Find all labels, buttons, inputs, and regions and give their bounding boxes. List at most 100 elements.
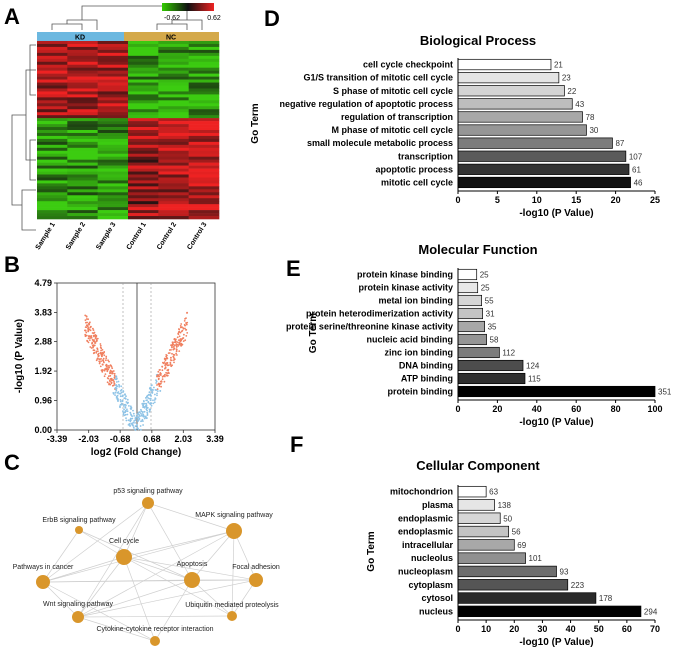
volcano-y-axis-label: -log10 (P Value) [14, 319, 25, 393]
y-axis-label: Go Term [366, 531, 377, 571]
heatmap-cell [188, 41, 220, 45]
heatmap-cell [188, 147, 220, 152]
volcano-point [87, 329, 90, 332]
volcano-point [106, 381, 109, 384]
heatmap-cell [158, 70, 189, 74]
volcano-point [186, 321, 189, 324]
bar-count-label: 31 [486, 310, 495, 319]
volcano-point [165, 374, 168, 377]
heatmap-cell [97, 76, 129, 80]
heatmap-cell [97, 159, 129, 163]
volcano-point [115, 384, 117, 387]
heatmap-cell [128, 130, 159, 134]
heatmap-cell [188, 135, 220, 140]
heatmap-cell [158, 82, 189, 86]
bar [457, 58, 552, 71]
volcano-point [94, 342, 96, 344]
bar [457, 552, 526, 564]
network-edge [123, 502, 149, 558]
bar-count-label: 63 [489, 488, 498, 497]
bar-count-label: 25 [481, 284, 490, 293]
volcano-point [105, 357, 108, 360]
volcano-point [121, 395, 124, 398]
bar [457, 150, 627, 162]
volcano-point [145, 399, 148, 402]
volcano-point [104, 368, 106, 370]
volcano-point [99, 346, 102, 349]
volcano-point [114, 386, 117, 389]
heatmap-cell [188, 207, 220, 211]
heatmap-cell [37, 192, 68, 196]
bar-count-label: 138 [498, 501, 512, 510]
heatmap-cell [188, 94, 220, 98]
volcano-point [122, 410, 124, 413]
heatmap-cell [67, 201, 98, 205]
volcano-point [121, 400, 124, 403]
heatmap-cell [67, 103, 98, 107]
heatmap-cell [97, 168, 129, 172]
volcano-point [109, 380, 111, 383]
heatmap-cell [128, 61, 159, 66]
bar-count-label: 87 [615, 139, 624, 148]
network-node [72, 611, 84, 623]
heatmap-cell [188, 76, 220, 80]
bar-count-label: 22 [567, 87, 576, 96]
volcano-point [107, 377, 110, 380]
heatmap-cell [37, 109, 68, 113]
network-node [226, 523, 242, 539]
heatmap-cell [37, 118, 68, 122]
heatmap-cell [158, 189, 189, 193]
heatmap-cell [97, 165, 129, 169]
volcano-point [183, 320, 186, 322]
volcano-point [115, 375, 118, 378]
volcano-y-tick-label: 0.96 [34, 396, 52, 406]
volcano-point [185, 323, 188, 326]
heatmap-cell [37, 41, 68, 45]
bar [457, 359, 524, 372]
bar-category-label: cytosol [421, 593, 453, 603]
volcano-point [150, 404, 153, 407]
bar-category-label: protein serine/threonine kinase activity [286, 322, 453, 332]
heatmap-cell [128, 207, 159, 211]
volcano-point [119, 400, 122, 403]
volcano-point [115, 389, 118, 392]
heatmap-cell [97, 186, 129, 190]
heatmap-cell [188, 144, 220, 149]
heatmap-cell [158, 61, 189, 66]
heatmap-cell [128, 112, 159, 116]
heatmap-cell [128, 189, 159, 193]
volcano-point [126, 413, 129, 416]
heatmap-cell [37, 150, 68, 155]
bar [457, 294, 482, 307]
bar-category-label: zinc ion binding [385, 348, 454, 358]
volcano-point [117, 380, 120, 383]
volcano-point [88, 339, 91, 341]
network-edge [231, 530, 235, 617]
volcano-point [122, 390, 125, 393]
volcano-point [103, 354, 106, 357]
bar-category-label: ATP binding [401, 374, 453, 384]
heatmap-cell [188, 177, 220, 181]
volcano-point [110, 377, 113, 380]
volcano-point [173, 361, 175, 364]
color-key-max: 0.62 [207, 15, 221, 22]
heatmap-cell [37, 210, 68, 214]
volcano-point [87, 327, 89, 330]
bar-count-label: 107 [629, 152, 643, 161]
heatmap-cell [97, 171, 129, 175]
volcano-point [117, 391, 120, 393]
heatmap-cell [97, 118, 129, 122]
heatmap-cell [97, 192, 129, 196]
volcano-point [134, 417, 137, 419]
heatmap-cell [158, 174, 189, 178]
volcano-y-tick-label: 0.00 [34, 425, 52, 435]
heatmap-cell [188, 67, 220, 71]
heatmap-cell [188, 216, 220, 220]
volcano-point [124, 413, 127, 416]
heatmap-cell [188, 64, 220, 68]
volcano-point [169, 361, 172, 364]
heatmap-cell [67, 97, 98, 101]
volcano-x-tick-label: -0.68 [110, 434, 131, 444]
network-node-label: Apoptosis [177, 561, 208, 568]
bar-count-label: 35 [488, 323, 497, 332]
